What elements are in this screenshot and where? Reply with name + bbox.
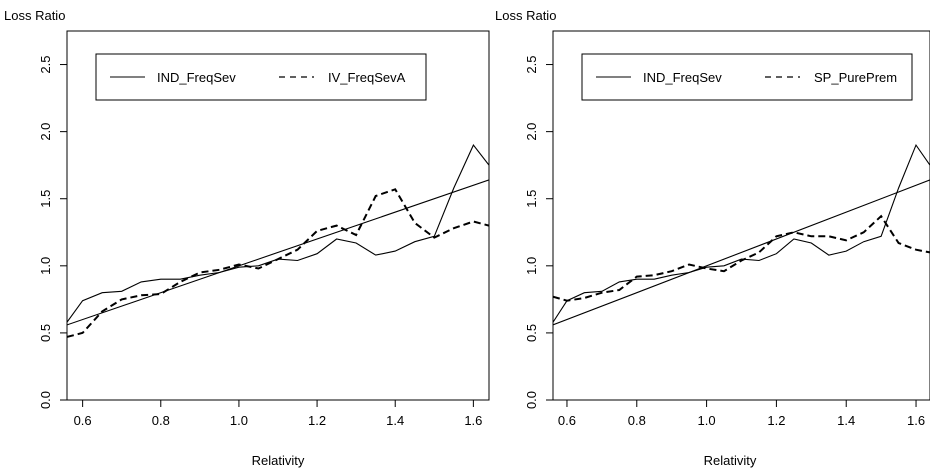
x-tick-label: 0.6 (558, 413, 576, 428)
x-tick-label: 1.6 (907, 413, 925, 428)
x-tick-label: 1.6 (464, 413, 482, 428)
legend-label: IV_FreqSevA (328, 70, 406, 85)
y-tick-label: 0.5 (38, 324, 53, 342)
y-tick-label: 0.5 (524, 324, 539, 342)
legend-box (581, 53, 913, 101)
y-tick-label: 2.0 (38, 123, 53, 141)
chart-panel-2: 0.6 0.8 1.0 1.2 1.4 1.6 0.0 0.5 1.0 1.5 2.0 2.5 Loss… (495, 8, 930, 468)
legend-box (95, 53, 427, 101)
legend: IND_FreqSev IV_FreqSevA (95, 53, 427, 101)
y-tick-label: 2.5 (524, 56, 539, 74)
reference-line (553, 179, 930, 326)
y-axis-title: Loss Ratio (495, 8, 556, 23)
y-tick-label: 2.5 (38, 56, 53, 74)
x-tick-label: 1.2 (308, 413, 326, 428)
x-axis-title: Relativity (704, 453, 757, 468)
series-line-IV_FreqSevA (67, 188, 489, 338)
chart-panel-1: 0.6 0.8 1.0 1.2 1.4 1.6 0.0 0.5 1.0 1.5 2.0 2.5 Loss… (4, 8, 490, 468)
x-tick-label: 1.0 (230, 413, 248, 428)
series-line-IND_FreqSev (553, 143, 930, 323)
y-tick-label: 0.0 (524, 391, 539, 409)
x-tick-label: 0.6 (74, 413, 92, 428)
legend-label: IND_FreqSev (157, 70, 236, 85)
y-tick-label: 1.0 (524, 257, 539, 275)
x-axis-title: Relativity (252, 453, 305, 468)
legend: IND_FreqSev SP_PurePrem (581, 53, 913, 101)
x-tick-label: 0.8 (152, 413, 170, 428)
series-line-SP_PurePrem (553, 214, 930, 302)
y-axis-title: Loss Ratio (4, 8, 65, 23)
y-tick-label: 1.5 (38, 190, 53, 208)
x-tick-label: 0.8 (628, 413, 646, 428)
legend-label: IND_FreqSev (643, 70, 722, 85)
x-tick-label: 1.2 (767, 413, 785, 428)
y-tick-label: 2.0 (524, 123, 539, 141)
plot-frame (552, 30, 930, 401)
legend-label: SP_PurePrem (814, 70, 897, 85)
x-tick-label: 1.4 (386, 413, 404, 428)
y-tick-label: 1.0 (38, 257, 53, 275)
x-tick-label: 1.4 (837, 413, 855, 428)
y-tick-label: 0.0 (38, 391, 53, 409)
reference-line (67, 179, 489, 326)
x-tick-label: 1.0 (698, 413, 716, 428)
series-line-IND_FreqSev (67, 144, 489, 323)
plot-frame (66, 30, 490, 401)
y-tick-label: 1.5 (524, 190, 539, 208)
